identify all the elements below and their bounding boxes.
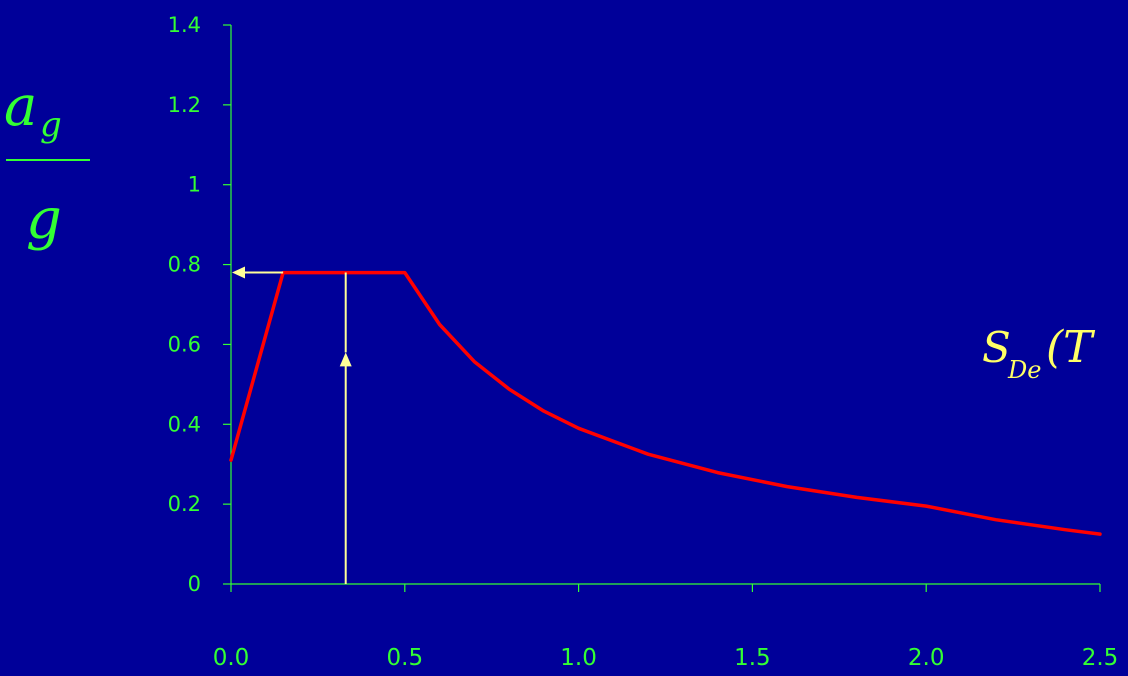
- y-label-denominator: g: [26, 187, 62, 252]
- sde-annotation-subscript: De: [1007, 356, 1041, 384]
- sde-annotation: S De (T: [982, 322, 1096, 384]
- y-tick-label: 0.2: [168, 492, 201, 516]
- x-tick-label: 0.0: [213, 645, 250, 671]
- tick-labels: 0 0.2 0.4 0.6 0.8 1 1.2 1.4 0.0 0.5 1.0 1.5 2.0 2.5: [168, 13, 1119, 671]
- x-tick-label: 2.0: [908, 645, 945, 671]
- sde-annotation-symbol: S: [982, 323, 1011, 372]
- sde-annotation-suffix: (T: [1046, 322, 1096, 373]
- arrows-layer: [232, 266, 352, 584]
- y-tick-label: 0.4: [168, 412, 201, 436]
- x-tick-label: 1.0: [560, 645, 597, 671]
- y-label-numerator: a: [4, 74, 37, 139]
- up-arrow-head: [339, 352, 352, 367]
- y-axis-label: a g g: [4, 74, 90, 252]
- spectrum-series-line: [229, 270, 1102, 536]
- y-tick-label: 1: [188, 173, 201, 197]
- left-arrow-head: [232, 266, 245, 279]
- series-layer: [229, 270, 1102, 536]
- x-tick-label: 2.5: [1082, 645, 1119, 671]
- y-tick-label: 0.6: [168, 332, 201, 356]
- axes: [223, 24, 1101, 592]
- y-tick-label: 0: [188, 572, 201, 596]
- y-label-numerator-subscript: g: [40, 105, 62, 145]
- y-tick-label: 1.2: [168, 93, 201, 117]
- x-tick-label: 0.5: [387, 645, 424, 671]
- x-tick-label: 1.5: [734, 645, 771, 671]
- y-tick-label: 0.8: [168, 253, 201, 277]
- y-tick-label: 1.4: [168, 13, 201, 37]
